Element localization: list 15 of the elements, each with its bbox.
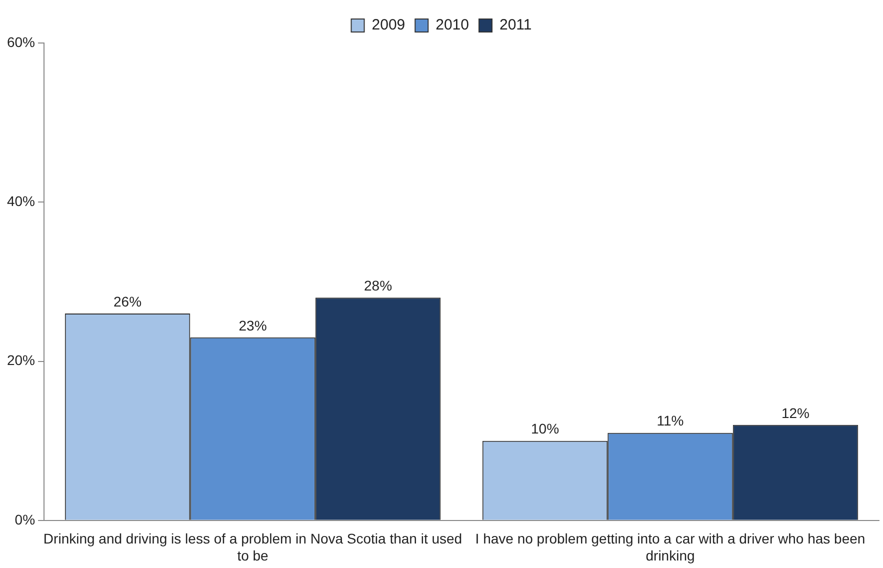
y-tick-label: 0% (14, 511, 36, 528)
legend-label: 2010 (436, 16, 469, 34)
legend-label: 2011 (499, 16, 532, 34)
data-label: 23% (238, 317, 267, 334)
y-tick-label: 20% (6, 352, 36, 368)
y-tick-label: 40% (6, 192, 36, 209)
data-label: 26% (114, 293, 142, 310)
data-label: 10% (530, 420, 560, 437)
y-tick-label: 60% (6, 34, 36, 50)
x-tick-label: I have no problem getting into a car with a driver who has been drinking (475, 530, 866, 564)
data-label: 12% (781, 404, 810, 421)
data-label: 11% (656, 412, 684, 429)
data-label: 28% (364, 277, 392, 294)
legend-label: 2009 (372, 16, 406, 34)
x-tick-label: Drinking and driving is less of a problem in Nova Scotia than it used to be (43, 530, 462, 564)
